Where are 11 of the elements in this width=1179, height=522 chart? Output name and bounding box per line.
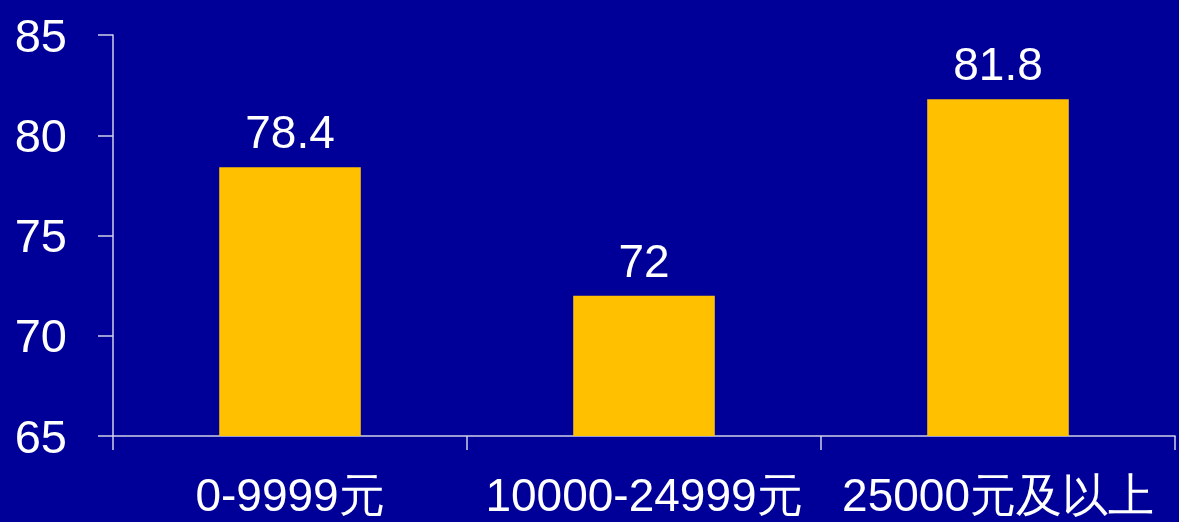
y-tick-label: 70 bbox=[14, 309, 67, 363]
y-tick-label: 75 bbox=[14, 209, 67, 262]
data-label: 72 bbox=[618, 234, 670, 287]
x-tick-label: 10000-24999元 bbox=[485, 469, 803, 521]
x-tick-label: 25000元及以上 bbox=[842, 469, 1154, 521]
data-label: 81.8 bbox=[953, 38, 1043, 91]
data-label: 78.4 bbox=[245, 106, 335, 159]
x-tick-label: 0-9999元 bbox=[195, 469, 385, 521]
y-tick-label: 85 bbox=[14, 8, 67, 62]
y-tick-label: 65 bbox=[14, 409, 67, 463]
y-tick-label: 80 bbox=[14, 108, 67, 162]
